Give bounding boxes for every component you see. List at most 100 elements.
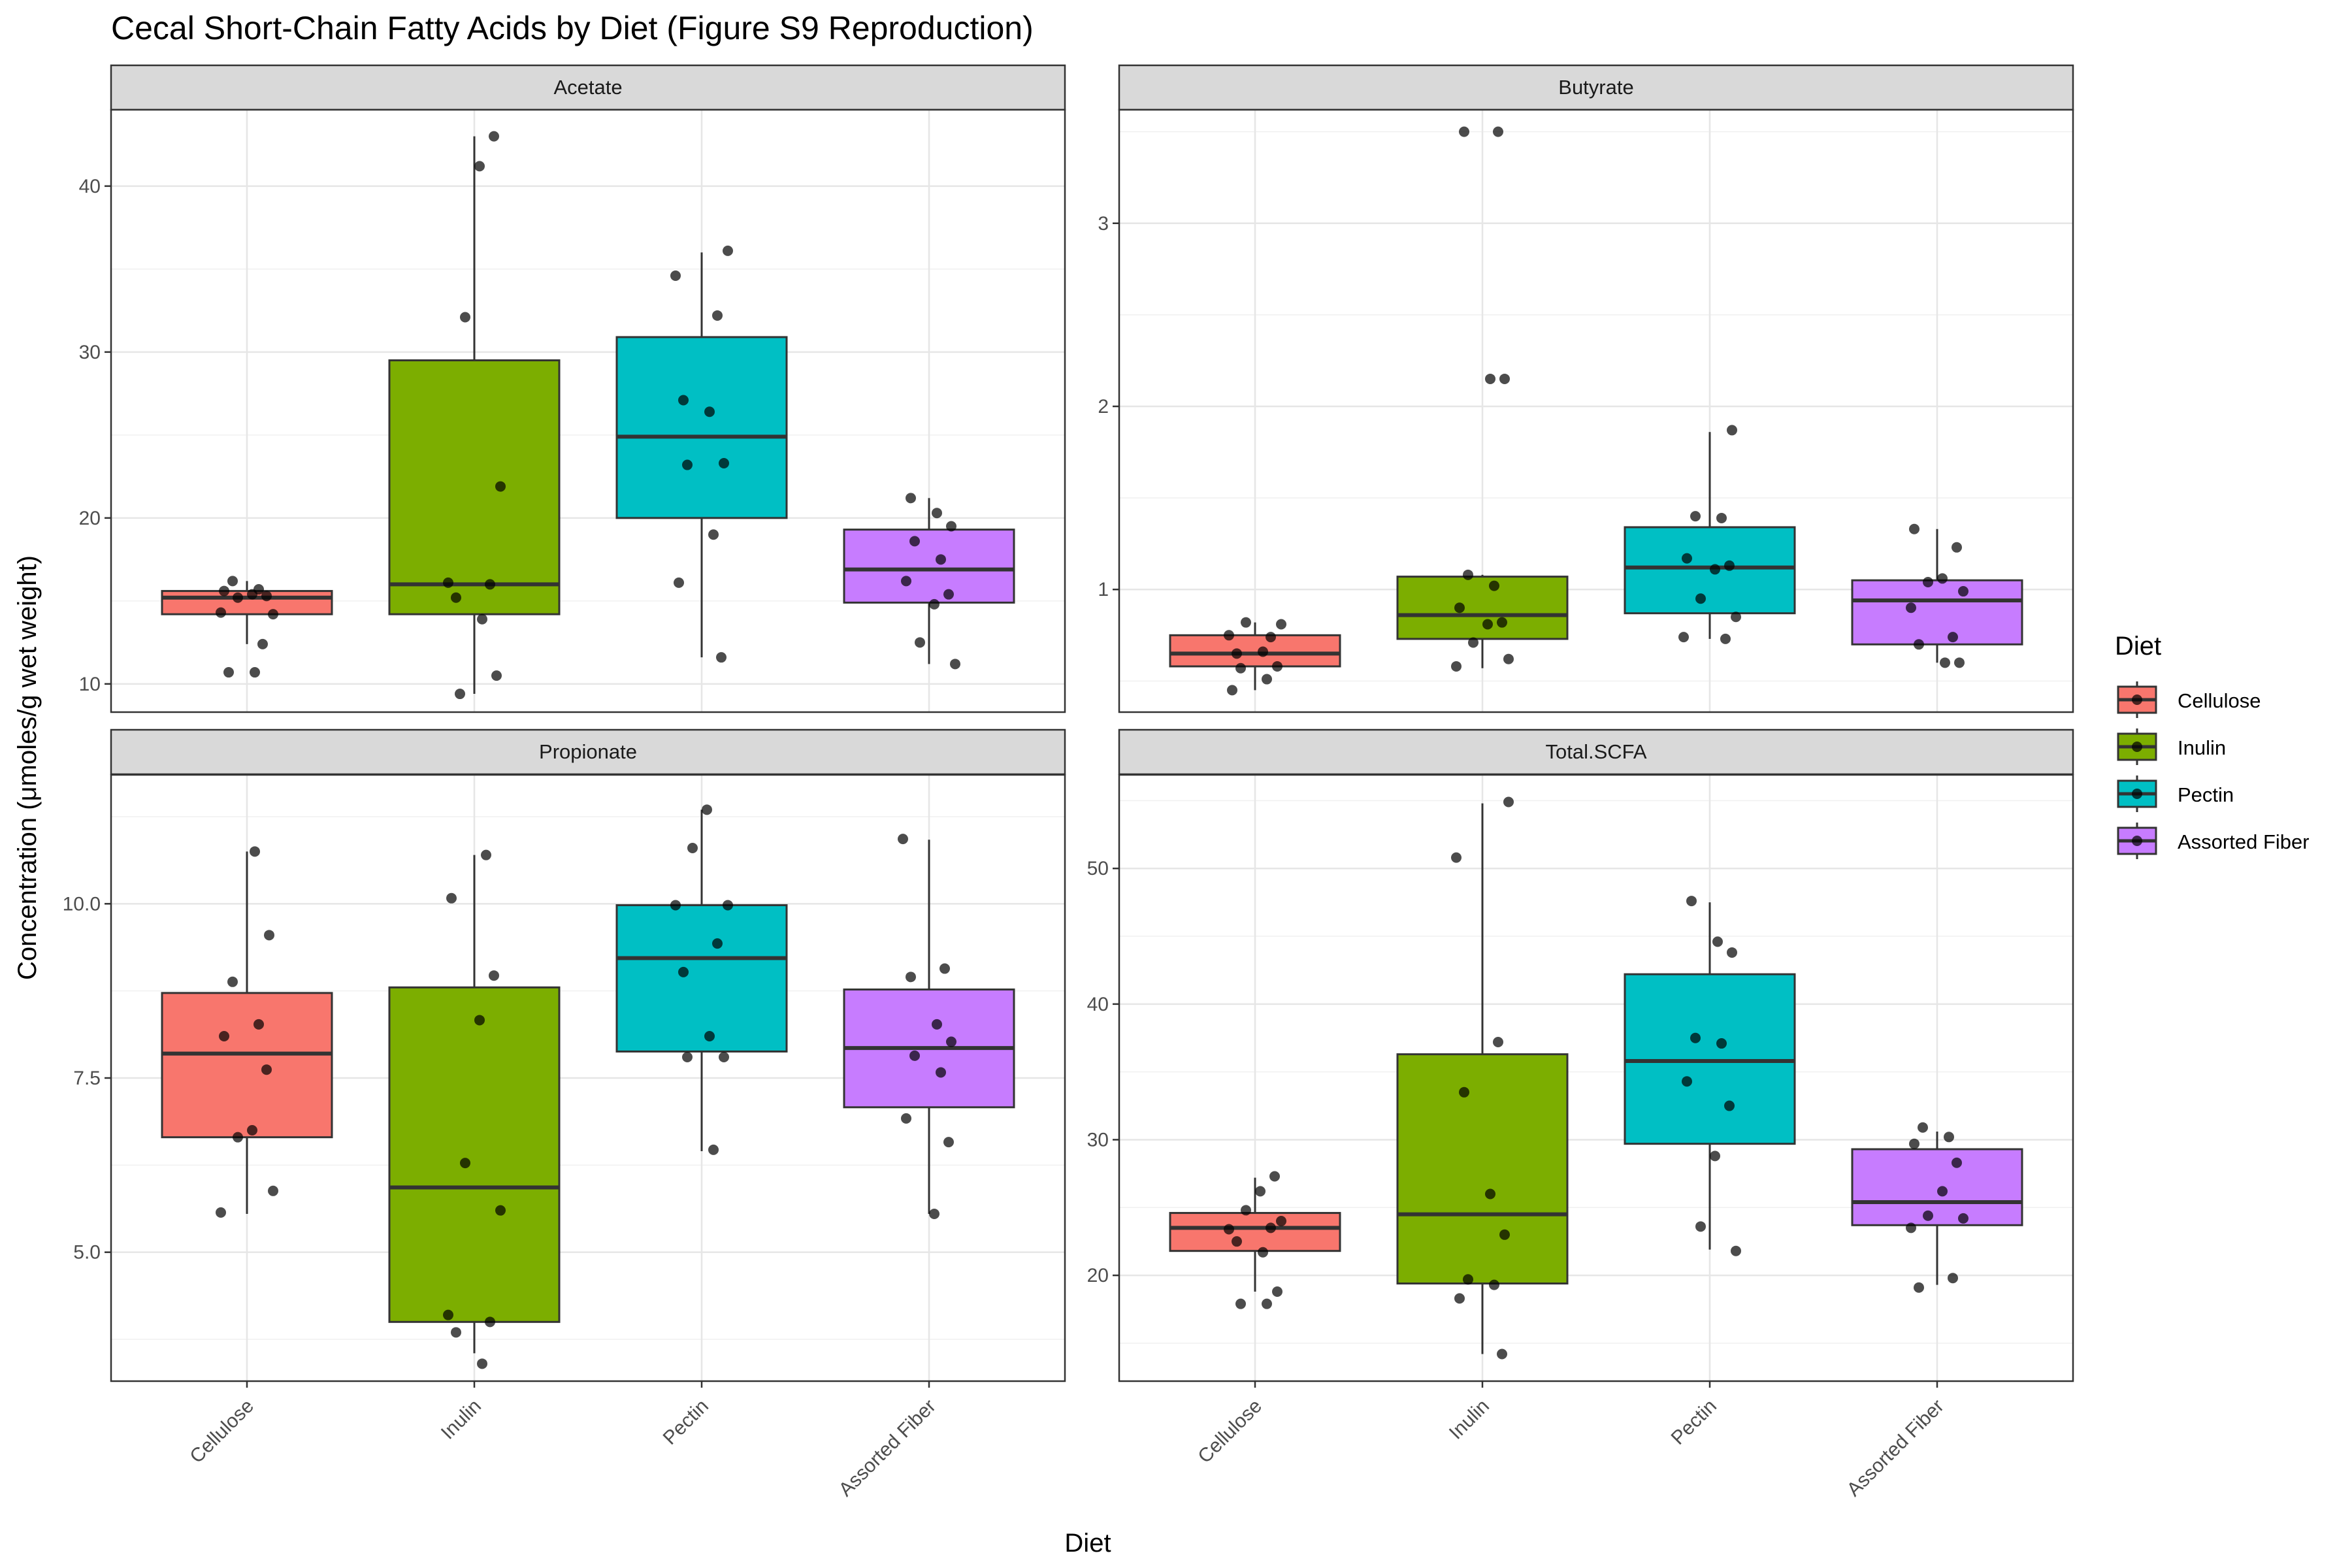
data-point: [261, 591, 272, 602]
data-point: [261, 1064, 272, 1075]
data-point: [906, 972, 916, 983]
data-point: [1952, 1157, 1962, 1168]
y-tick-label: 20: [1087, 1265, 1109, 1286]
data-point: [674, 577, 684, 588]
box-propionate-assorted-fiber: [843, 834, 1015, 1219]
data-point: [455, 689, 465, 700]
data-point: [915, 637, 925, 648]
strip-label-acetate: Acetate: [553, 76, 622, 99]
box-butyrate-assorted-fiber: [1851, 523, 2023, 668]
data-point: [477, 1358, 487, 1369]
data-point: [1485, 1188, 1495, 1200]
y-tick-label: 3: [1098, 213, 1109, 235]
data-point: [1489, 1279, 1499, 1290]
y-tick-label: 2: [1098, 396, 1109, 417]
data-point: [481, 849, 491, 860]
data-point: [485, 1316, 495, 1328]
y-tick-label: 40: [1087, 994, 1109, 1015]
data-point: [1489, 580, 1499, 591]
data-point: [1724, 1100, 1735, 1111]
data-point: [1682, 1076, 1692, 1087]
data-point: [268, 609, 278, 620]
box-iqr: [161, 590, 333, 615]
box-propionate-pectin: [615, 804, 788, 1155]
data-point: [670, 900, 681, 911]
data-point: [1276, 1216, 1286, 1227]
data-point: [946, 1036, 956, 1047]
strip-label-butyrate: Butyrate: [1558, 76, 1633, 99]
data-point: [1695, 1221, 1706, 1232]
y-axis-title: Concentration (μmoles/g wet weight): [13, 555, 42, 980]
data-point: [1937, 573, 1948, 584]
data-point: [1232, 1236, 1242, 1247]
data-point: [1463, 569, 1473, 580]
data-point: [1241, 617, 1251, 628]
box-iqr: [1851, 1148, 2023, 1226]
panel-border-propionate: [110, 774, 1066, 1382]
data-point: [1499, 373, 1510, 384]
data-point: [719, 1052, 729, 1062]
data-point: [909, 1050, 920, 1061]
data-point: [474, 161, 485, 172]
data-point: [451, 1327, 461, 1338]
legend-title: Diet: [2115, 632, 2161, 661]
panel-border-total-scfa: [1118, 774, 2074, 1382]
legend-label: Cellulose: [2178, 689, 2261, 712]
data-point: [1503, 653, 1514, 664]
panel-acetate: Acetate 10 20 30 40: [79, 64, 1066, 713]
data-point: [1720, 633, 1731, 644]
data-point: [489, 970, 499, 981]
data-point: [247, 589, 257, 600]
data-point: [929, 598, 939, 610]
data-point: [1255, 1186, 1266, 1197]
data-point: [678, 966, 689, 977]
data-point: [1727, 947, 1737, 958]
data-point: [1954, 657, 1965, 668]
data-point: [1463, 1274, 1473, 1285]
data-point: [716, 652, 727, 663]
data-point: [901, 576, 911, 587]
data-point: [723, 900, 733, 911]
data-point: [1695, 593, 1706, 604]
data-point: [670, 270, 681, 281]
data-point: [1503, 796, 1514, 808]
box-propionate-inulin: [388, 849, 561, 1369]
data-point: [1731, 1245, 1741, 1256]
data-point: [446, 892, 457, 904]
y-tick-label: 50: [1087, 858, 1109, 879]
data-point: [1716, 512, 1727, 523]
data-point: [1906, 602, 1916, 613]
data-point: [474, 1015, 485, 1026]
data-point: [1909, 523, 1919, 534]
data-point: [1482, 619, 1493, 630]
data-point: [1948, 632, 1958, 643]
data-point: [223, 667, 234, 678]
data-point: [936, 554, 946, 565]
panel-border-butyrate: [1118, 108, 2074, 713]
data-point: [443, 577, 453, 588]
data-point: [1224, 1224, 1234, 1235]
data-point: [1272, 661, 1282, 672]
data-point: [460, 1158, 470, 1169]
data-point: [219, 1031, 229, 1041]
box-iqr: [1396, 576, 1569, 640]
data-point: [946, 521, 956, 532]
strip-total-scfa: [1118, 728, 2074, 776]
data-point: [1731, 612, 1741, 623]
box-iqr: [1851, 579, 2023, 645]
data-point: [1958, 586, 1968, 597]
box-butyrate-inulin: [1396, 126, 1569, 672]
box-iqr: [1169, 634, 1341, 668]
data-point: [1241, 1205, 1251, 1216]
data-point: [1727, 425, 1737, 436]
data-point: [723, 245, 733, 256]
box-acetate-pectin: [615, 245, 788, 663]
box-propionate-cellulose: [161, 846, 333, 1218]
data-point: [906, 493, 916, 504]
chart-title: Cecal Short-Chain Fatty Acids by Diet (F…: [111, 10, 1034, 46]
y-tick-label: 40: [79, 176, 101, 197]
data-point: [250, 667, 260, 678]
data-point: [219, 585, 229, 596]
data-point: [1918, 1122, 1928, 1133]
